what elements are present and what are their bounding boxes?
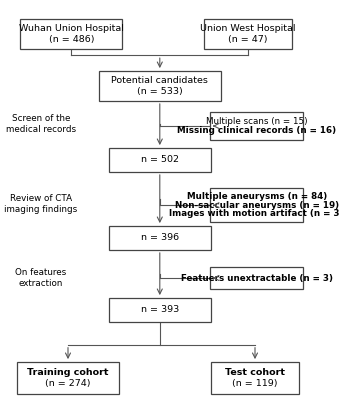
FancyBboxPatch shape <box>20 19 122 49</box>
Text: (n = 486): (n = 486) <box>49 35 94 44</box>
Text: Union West Hospital: Union West Hospital <box>201 24 296 33</box>
FancyBboxPatch shape <box>109 298 211 322</box>
FancyBboxPatch shape <box>211 362 299 394</box>
Text: Multiple aneurysms (n = 84): Multiple aneurysms (n = 84) <box>187 192 327 201</box>
Text: n = 502: n = 502 <box>141 156 179 164</box>
Text: Images with motion artifact (n = 3): Images with motion artifact (n = 3) <box>169 210 340 218</box>
FancyBboxPatch shape <box>210 188 303 222</box>
Text: n = 393: n = 393 <box>141 306 179 314</box>
Text: Review of CTA
imaging findings: Review of CTA imaging findings <box>4 194 78 214</box>
Text: Test cohort: Test cohort <box>225 368 285 377</box>
Text: Screen of the
medical records: Screen of the medical records <box>6 114 76 134</box>
Text: Training cohort: Training cohort <box>27 368 109 377</box>
Text: Missing clinical records (n = 16): Missing clinical records (n = 16) <box>177 126 336 135</box>
Text: Non-saccular aneurysms (n = 19): Non-saccular aneurysms (n = 19) <box>175 201 339 210</box>
Text: On features
extraction: On features extraction <box>15 268 66 288</box>
FancyBboxPatch shape <box>109 148 211 172</box>
Text: Potential candidates: Potential candidates <box>112 76 208 85</box>
FancyBboxPatch shape <box>204 19 292 49</box>
Text: (n = 274): (n = 274) <box>45 379 91 388</box>
Text: (n = 533): (n = 533) <box>137 87 183 96</box>
Text: Featuers unextractable (n = 3): Featuers unextractable (n = 3) <box>181 274 333 282</box>
FancyBboxPatch shape <box>210 112 303 140</box>
Text: n = 396: n = 396 <box>141 234 179 242</box>
FancyBboxPatch shape <box>99 71 221 101</box>
FancyBboxPatch shape <box>210 267 303 289</box>
FancyBboxPatch shape <box>17 362 119 394</box>
Text: (n = 47): (n = 47) <box>228 35 268 44</box>
Text: (n = 119): (n = 119) <box>232 379 278 388</box>
FancyBboxPatch shape <box>109 226 211 250</box>
Text: Wuhan Union Hospital: Wuhan Union Hospital <box>19 24 124 33</box>
Text: Multiple scans (n = 15): Multiple scans (n = 15) <box>206 117 307 126</box>
